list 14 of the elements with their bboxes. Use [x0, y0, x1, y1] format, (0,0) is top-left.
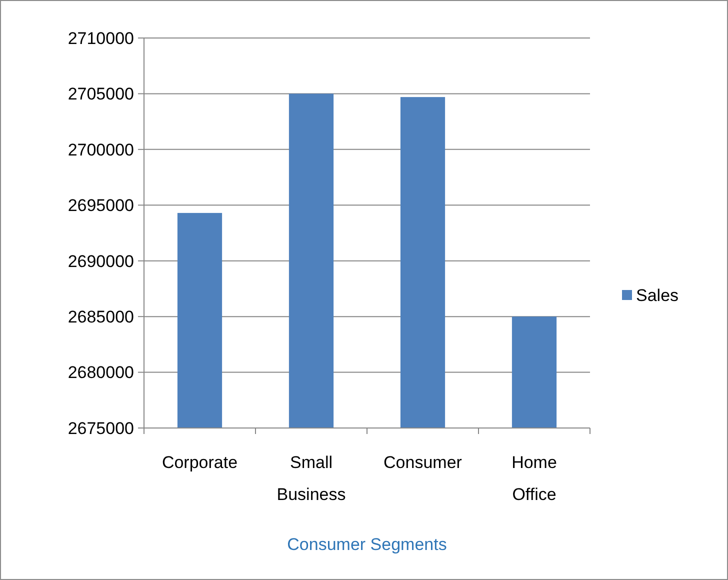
legend-label: Sales — [636, 286, 679, 305]
y-tick-label: 2700000 — [68, 140, 134, 160]
y-tick-label: 2675000 — [68, 418, 134, 438]
x-axis-title: Consumer Segments — [287, 535, 447, 554]
y-tick-label: 2685000 — [68, 308, 134, 327]
y-tick-label: 2705000 — [68, 84, 134, 104]
x-tick-label: Small Business — [276, 453, 346, 504]
x-tick-label: Corporate — [162, 453, 238, 472]
y-tick-label: 2680000 — [68, 363, 134, 382]
y-tick-label: 2710000 — [68, 28, 134, 48]
y-tick-label: 2695000 — [68, 196, 134, 216]
y-tick-label: 2690000 — [68, 252, 134, 271]
x-tick-label: Home Office — [512, 453, 557, 504]
x-tick-label: Consumer — [384, 453, 462, 472]
